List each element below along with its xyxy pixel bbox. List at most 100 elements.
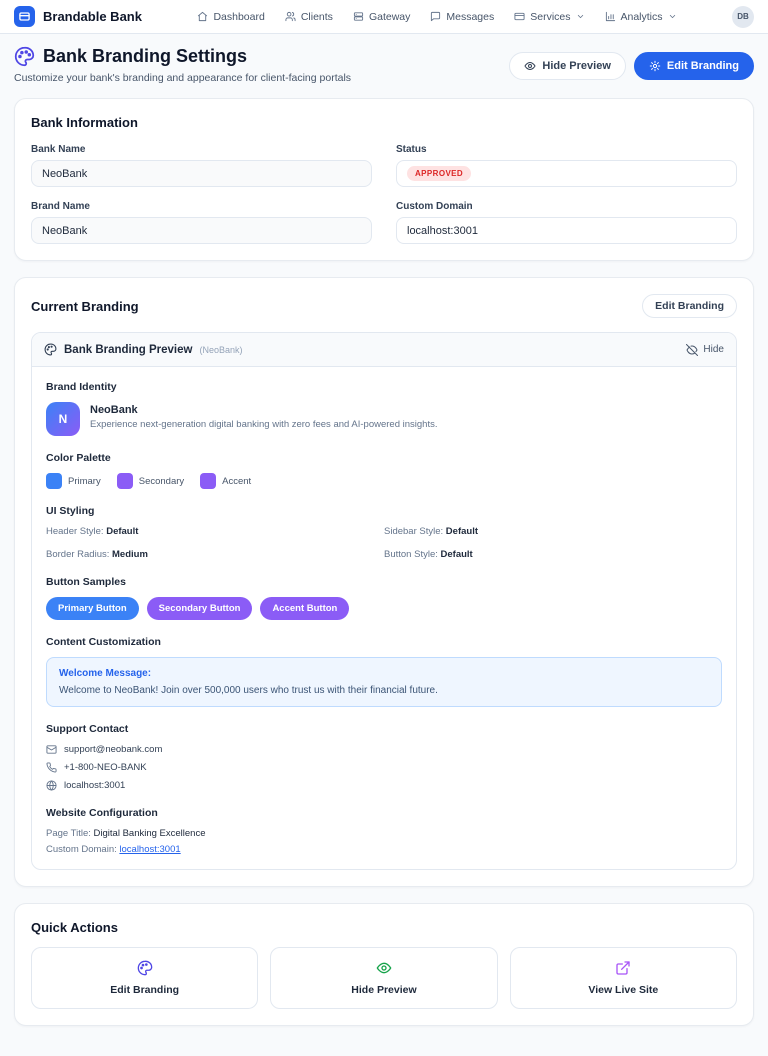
- primary-sample-button[interactable]: Primary Button: [46, 597, 139, 620]
- brand-name-field[interactable]: NeoBank: [31, 217, 372, 244]
- welcome-message-label: Welcome Message:: [59, 668, 152, 679]
- ui-styling-heading: UI Styling: [46, 505, 95, 517]
- nav-label: Clients: [300, 10, 333, 23]
- message-icon: [431, 11, 441, 22]
- mail-icon: [46, 745, 57, 754]
- custom-domain-field[interactable]: localhost:3001: [396, 217, 737, 244]
- support-email-row: support@neobank.com: [46, 744, 722, 755]
- bar-chart-icon: [605, 11, 615, 22]
- custom-domain-label: Custom Domain: [396, 201, 473, 212]
- external-link-icon: [616, 961, 630, 975]
- brand-initial-avatar: N: [46, 402, 80, 436]
- top-nav: Dashboard Clients Gateway Messages Servi…: [197, 11, 676, 23]
- primary-color-box: [46, 473, 62, 489]
- nav-label: Messages: [446, 10, 495, 23]
- ui-styling-item: Header Style: Default: [46, 526, 139, 537]
- nav-item-dashboard[interactable]: Dashboard: [197, 11, 265, 23]
- current-branding-card: Current Branding Edit Branding Bank Bran…: [14, 277, 754, 887]
- quick-actions-card: Quick Actions Edit Branding Hide Preview…: [14, 903, 754, 1026]
- brand-name-label: Brand Name: [31, 201, 90, 212]
- status-field: APPROVED: [396, 160, 737, 187]
- edit-branding-label: Edit Branding: [666, 60, 739, 72]
- hide-preview-button[interactable]: Hide Preview: [509, 52, 626, 80]
- edit-branding-outline-button[interactable]: Edit Branding: [642, 294, 737, 318]
- custom-domain-row: Custom Domain: localhost:3001: [46, 844, 181, 855]
- secondary-sample-button[interactable]: Secondary Button: [146, 597, 253, 620]
- globe-icon: [46, 780, 57, 791]
- accent-color-box: [200, 473, 217, 489]
- eye-icon: [376, 962, 392, 974]
- quick-actions-title: Quick Actions: [31, 920, 118, 935]
- support-email: support@neobank.com: [64, 744, 163, 755]
- gear-icon: [649, 60, 661, 72]
- users-icon: [285, 11, 296, 22]
- color-swatch-primary: Primary: [46, 473, 101, 489]
- support-phone-row: +1-800-NEO-BANK: [46, 762, 722, 773]
- ui-styling-section: UI Styling Header Style: Default Sidebar…: [46, 505, 722, 560]
- ui-styling-item: Sidebar Style: Default: [384, 526, 478, 537]
- eye-off-icon: [686, 343, 699, 356]
- brand-name: Brandable Bank: [43, 9, 142, 24]
- bank-information-title: Bank Information: [31, 115, 138, 130]
- quick-action-view-live-site[interactable]: View Live Site: [509, 947, 737, 1009]
- palette-icon: [14, 46, 35, 67]
- palette-icon: [44, 343, 57, 356]
- preview-hide-label: Hide: [703, 344, 724, 355]
- nav-item-analytics[interactable]: Analytics: [605, 11, 677, 23]
- bank-information-card: Bank Information Bank Name NeoBank Statu…: [14, 98, 754, 261]
- nav-item-messages[interactable]: Messages: [430, 11, 494, 23]
- ui-styling-item: Button Style: Default: [384, 549, 473, 560]
- button-samples-section: Button Samples Primary Button Secondary …: [46, 576, 722, 620]
- palette-icon: [137, 960, 152, 976]
- quick-action-hide-preview[interactable]: Hide Preview: [270, 947, 498, 1009]
- current-branding-title: Current Branding: [31, 298, 139, 314]
- preview-hide-button[interactable]: Hide: [686, 343, 724, 356]
- color-palette-heading: Color Palette: [46, 452, 111, 464]
- ui-styling-item: Border Radius: Medium: [46, 549, 148, 560]
- support-website-row: localhost:3001: [46, 780, 722, 791]
- preview-title: Bank Branding Preview: [64, 343, 193, 356]
- brand-identity-section: Brand Identity N NeoBank Experience next…: [46, 381, 722, 436]
- color-swatch-accent: Accent: [200, 473, 251, 489]
- bank-logo-icon: [14, 6, 35, 27]
- swatch-label: Accent: [222, 475, 252, 487]
- nav-item-clients[interactable]: Clients: [285, 11, 333, 23]
- brand-tagline: Experience next-generation digital banki…: [90, 419, 438, 430]
- support-phone: +1-800-NEO-BANK: [64, 762, 147, 773]
- brand-identity-heading: Brand Identity: [46, 381, 117, 393]
- brand-logo-group[interactable]: Brandable Bank: [14, 6, 142, 27]
- quick-action-label: Edit Branding: [110, 984, 180, 996]
- nav-label: Gateway: [368, 10, 411, 23]
- quick-action-edit-branding[interactable]: Edit Branding: [31, 947, 259, 1009]
- nav-label: Analytics: [620, 10, 663, 23]
- page-header: Bank Branding Settings Customize your ba…: [14, 46, 754, 84]
- user-avatar[interactable]: DB: [731, 5, 754, 28]
- branding-preview-panel: Bank Branding Preview (NeoBank) Hide Bra…: [31, 332, 737, 870]
- content-customization-section: Content Customization Welcome Message: W…: [46, 636, 722, 707]
- color-swatch-secondary: Secondary: [116, 473, 185, 489]
- nav-item-gateway[interactable]: Gateway: [353, 11, 410, 23]
- brand-name-text: NeoBank: [90, 404, 138, 416]
- page-content: Bank Branding Settings Customize your ba…: [0, 34, 768, 1056]
- support-contact-heading: Support Contact: [46, 723, 129, 735]
- edit-branding-button[interactable]: Edit Branding: [633, 52, 754, 80]
- chevron-down-icon: [669, 14, 675, 19]
- support-website: localhost:3001: [64, 780, 126, 791]
- custom-domain-link[interactable]: localhost:3001: [119, 844, 181, 855]
- swatch-label: Secondary: [138, 475, 185, 487]
- color-palette-section: Color Palette Primary Secondary Accen: [46, 452, 722, 489]
- preview-subtitle: (NeoBank): [199, 344, 243, 355]
- nav-item-services[interactable]: Services: [514, 11, 584, 23]
- page-title: Bank Branding Settings: [43, 46, 248, 66]
- page-subtitle: Customize your bank's branding and appea…: [14, 72, 352, 84]
- accent-sample-button[interactable]: Accent Button: [260, 597, 350, 620]
- server-icon: [353, 12, 364, 21]
- secondary-color-box: [116, 473, 133, 489]
- hide-preview-label: Hide Preview: [542, 60, 611, 72]
- status-badge: APPROVED: [407, 166, 472, 181]
- credit-card-icon: [514, 12, 525, 21]
- quick-action-label: Hide Preview: [351, 984, 417, 996]
- swatch-label: Primary: [68, 475, 101, 487]
- bank-name-field[interactable]: NeoBank: [31, 160, 372, 187]
- page-title-row: Page Title: Digital Banking Excellence: [46, 828, 206, 839]
